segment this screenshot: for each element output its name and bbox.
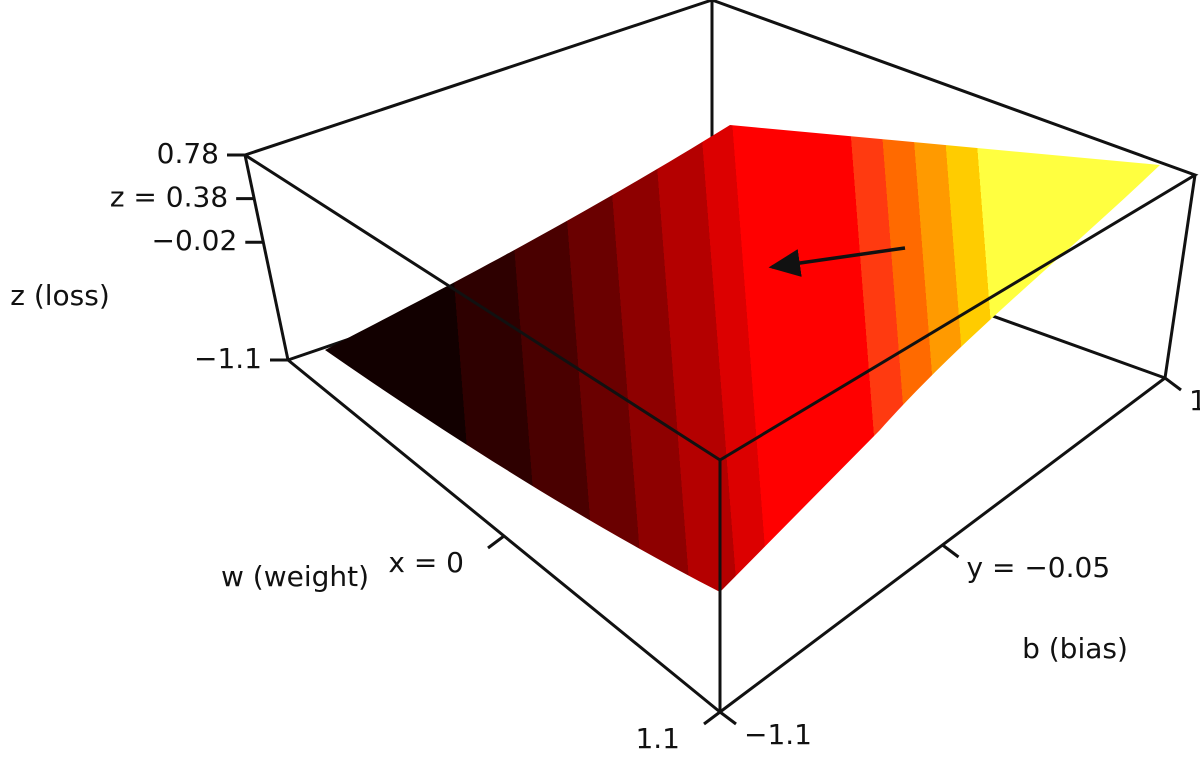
y-tick xyxy=(941,543,960,559)
y-tick-label: −1.1 xyxy=(744,718,812,751)
loss-surface xyxy=(325,125,1160,592)
x-tick-label: x = 0 xyxy=(388,546,464,579)
x-tick xyxy=(703,710,721,726)
y-tick xyxy=(719,710,737,726)
x-tick xyxy=(487,534,505,550)
z-tick-label: −0.02 xyxy=(151,224,237,257)
y-tick xyxy=(1164,376,1182,392)
y-tick-label: 1 xyxy=(1189,384,1200,417)
x-axis-label: w (weight) xyxy=(221,560,369,593)
z-tick-label: z = 0.38 xyxy=(110,181,228,214)
y-tick-label: y = −0.05 xyxy=(967,551,1111,584)
x-tick-label: 1.1 xyxy=(635,722,680,755)
z-tick-label: 0.78 xyxy=(157,137,219,170)
gradient-arrow xyxy=(768,246,906,277)
y-axis-label: b (bias) xyxy=(1022,632,1128,665)
z-tick-label: −1.1 xyxy=(194,342,262,375)
z-axis-label: z (loss) xyxy=(10,279,110,312)
